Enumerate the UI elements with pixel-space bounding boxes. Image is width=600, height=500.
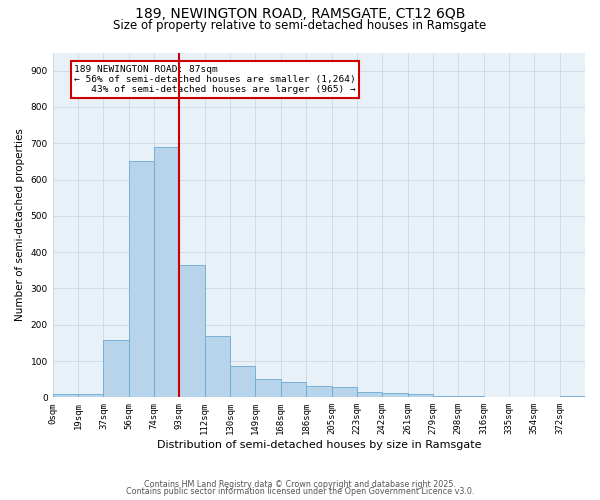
Bar: [306, 386, 332, 398]
Bar: [560, 396, 585, 398]
Text: 189, NEWINGTON ROAD, RAMSGATE, CT12 6QB: 189, NEWINGTON ROAD, RAMSGATE, CT12 6QB: [135, 8, 465, 22]
Text: Contains public sector information licensed under the Open Government Licence v3: Contains public sector information licen…: [126, 487, 474, 496]
Bar: [154, 147, 179, 398]
Bar: [129, 160, 154, 398]
Bar: [281, 382, 306, 398]
X-axis label: Distribution of semi-detached houses by size in Ramsgate: Distribution of semi-detached houses by …: [157, 440, 481, 450]
Bar: [53, 394, 78, 398]
Bar: [103, 340, 129, 398]
Bar: [230, 366, 256, 398]
Bar: [205, 336, 230, 398]
Bar: [382, 392, 407, 398]
Y-axis label: Number of semi-detached properties: Number of semi-detached properties: [15, 128, 25, 322]
Bar: [332, 387, 357, 398]
Text: Size of property relative to semi-detached houses in Ramsgate: Size of property relative to semi-detach…: [113, 18, 487, 32]
Bar: [78, 394, 103, 398]
Bar: [433, 396, 458, 398]
Bar: [179, 265, 205, 398]
Text: Contains HM Land Registry data © Crown copyright and database right 2025.: Contains HM Land Registry data © Crown c…: [144, 480, 456, 489]
Bar: [407, 394, 433, 398]
Bar: [458, 396, 484, 398]
Bar: [357, 392, 382, 398]
Bar: [256, 379, 281, 398]
Text: 189 NEWINGTON ROAD: 87sqm
← 56% of semi-detached houses are smaller (1,264)
   4: 189 NEWINGTON ROAD: 87sqm ← 56% of semi-…: [74, 64, 356, 94]
